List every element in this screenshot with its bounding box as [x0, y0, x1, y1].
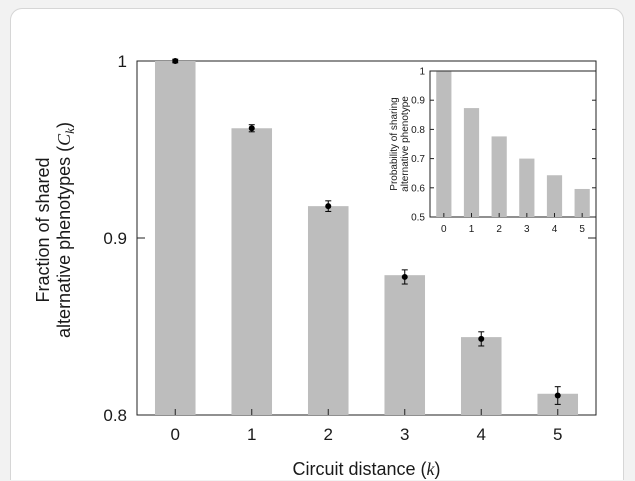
- data-point-0: [172, 58, 179, 64]
- inset-x-tick-label: 2: [496, 224, 502, 235]
- inset-y-axis-label-line2: alternative phenotype: [400, 96, 411, 192]
- x-tick-label: 2: [324, 425, 333, 444]
- inset-bar-3: [519, 158, 535, 217]
- inset-x-tick-label: 3: [524, 224, 530, 235]
- inset-chart: 0.5 0.6 0.7 0.8 0.9 1 0 1 2 3 4 5 Probability of sha…: [389, 67, 597, 235]
- inset-x-tick-label: 0: [441, 224, 447, 235]
- bar-3: [384, 275, 426, 415]
- inset-bar-2: [491, 136, 507, 217]
- x-tick-label: 1: [247, 425, 256, 444]
- inset-x-tick-label: 1: [469, 224, 475, 235]
- inset-x-tick-label: 5: [579, 224, 585, 235]
- main-chart: 0.8 0.9 1 0 1 2 3 4 5 Circuit distance (k) Fractio…: [33, 52, 597, 479]
- inset-y-tick-label: 0.8: [411, 125, 425, 136]
- y-axis-label-line1: Fraction of shared: [33, 157, 53, 302]
- inset-plot-frame: [429, 70, 597, 218]
- data-point-5: [554, 392, 561, 399]
- inset-bar-4: [546, 175, 563, 217]
- y-axis-label-line2: alternative phenotypes (Ck): [54, 122, 77, 338]
- x-tick-label: 5: [553, 425, 562, 444]
- inset-bar-5: [574, 188, 590, 217]
- data-point-2: [325, 203, 332, 210]
- inset-y-axis-label-line1: Probability of sharing: [389, 97, 400, 190]
- bar-4: [460, 337, 502, 415]
- data-point-1: [248, 125, 255, 132]
- inset-y-tick-label: 0.7: [411, 154, 425, 165]
- y-tick-label: 0.9: [103, 229, 127, 248]
- inset-y-tick-label: 0.5: [411, 213, 425, 224]
- inset-y-tick-label: 1: [419, 67, 425, 78]
- bar-1: [231, 128, 273, 415]
- inset-y-tick-label: 0.9: [411, 96, 425, 107]
- figure-panel: 0.8 0.9 1 0 1 2 3 4 5 Circuit distance (k) Fractio…: [10, 8, 624, 480]
- inset-bar-0: [436, 71, 452, 217]
- x-tick-label: 4: [477, 425, 486, 444]
- x-tick-label: 0: [171, 425, 180, 444]
- x-axis-label: Circuit distance (k): [292, 459, 440, 479]
- y-axis-label: Fraction of shared alternative phenotypes…: [33, 122, 77, 338]
- inset-bar-1: [463, 108, 480, 217]
- data-point-4: [478, 335, 485, 342]
- inset-y-axis-label: Probability of sharing alternative phenot…: [389, 96, 411, 192]
- y-tick-label: 1: [118, 52, 127, 71]
- bar-0: [154, 61, 196, 415]
- chart-figure: 0.8 0.9 1 0 1 2 3 4 5 Circuit distance (k) Fractio…: [33, 52, 597, 479]
- y-tick-label: 0.8: [103, 406, 127, 425]
- bar-2: [307, 206, 349, 415]
- data-point-3: [401, 273, 408, 280]
- inset-x-tick-label: 4: [552, 224, 558, 235]
- x-tick-label: 3: [400, 425, 409, 444]
- inset-y-tick-label: 0.6: [411, 183, 425, 194]
